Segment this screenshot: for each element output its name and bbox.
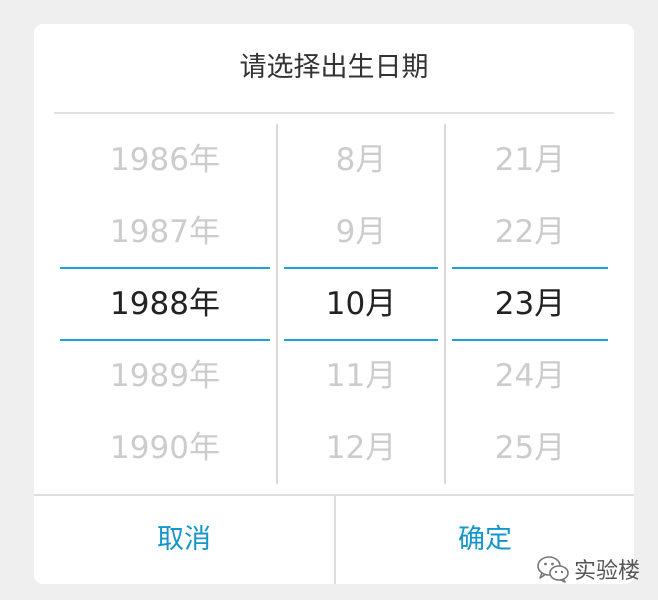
date-picker: 1986年 1987年 1988年 1989年 1990年 8月 9月 10月 … [54,124,614,484]
year-selection-line-bottom [60,339,270,341]
month-option[interactable]: 11月 [325,358,397,394]
day-option[interactable]: 25月 [494,430,566,466]
year-column[interactable]: 1986年 1987年 1988年 1989年 1990年 [54,124,276,484]
year-option[interactable]: 1986年 [110,142,220,178]
confirm-button[interactable]: 确定 [458,524,512,555]
year-option[interactable]: 1987年 [110,214,220,250]
column-divider [444,124,446,484]
day-option[interactable]: 24月 [494,358,566,394]
dialog-title: 请选择出生日期 [239,52,429,83]
month-selection-line-top [284,267,438,269]
year-option[interactable]: 1989年 [110,358,220,394]
column-divider [276,124,278,484]
wechat-icon [536,554,570,584]
date-picker-dialog: 请选择出生日期 1986年 1987年 1988年 1989年 1990年 8月… [34,24,634,584]
month-option[interactable]: 9月 [335,214,387,250]
watermark-text: 实验楼 [574,559,641,584]
month-option-selected[interactable]: 10月 [325,286,397,322]
day-option[interactable]: 21月 [494,142,566,178]
year-option[interactable]: 1990年 [110,430,220,466]
button-divider [334,495,336,584]
month-column[interactable]: 8月 9月 10月 11月 12月 [278,124,444,484]
month-selection-line-bottom [284,339,438,341]
day-option-selected[interactable]: 23月 [494,286,566,322]
month-option[interactable]: 8月 [335,142,387,178]
day-option[interactable]: 22月 [494,214,566,250]
year-selection-line-top [60,267,270,269]
month-option[interactable]: 12月 [325,430,397,466]
day-column[interactable]: 21月 22月 23月 24月 25月 [446,124,614,484]
cancel-button[interactable]: 取消 [157,524,211,555]
day-selection-line-bottom [452,339,608,341]
year-option-selected[interactable]: 1988年 [110,286,220,322]
day-selection-line-top [452,267,608,269]
title-divider [54,112,614,114]
watermark: 实验楼 [536,552,640,586]
